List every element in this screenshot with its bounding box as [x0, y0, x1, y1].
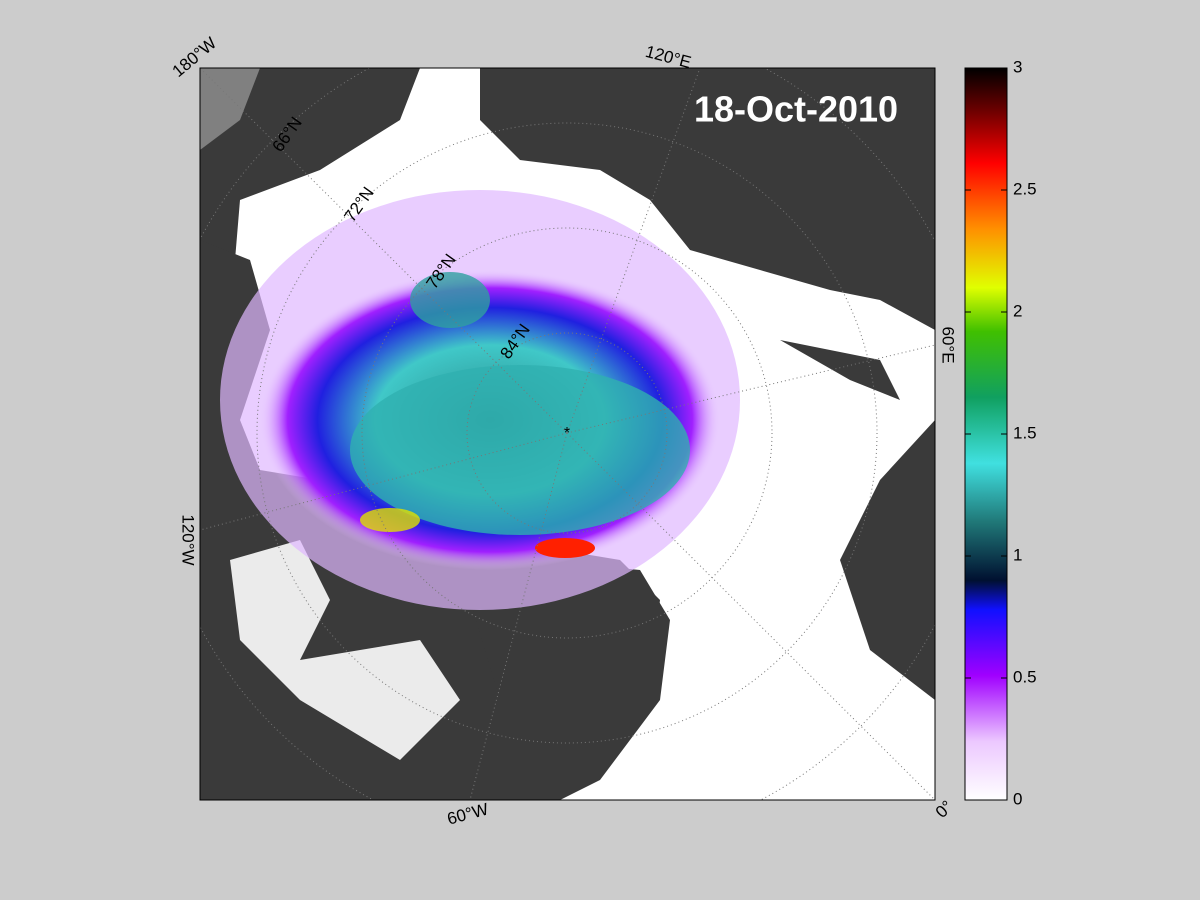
land-russia	[480, 68, 935, 330]
ice-yellow	[360, 508, 420, 532]
colorbar-tick-label: 2.5	[1013, 179, 1037, 198]
map: *	[200, 68, 935, 800]
ice-core	[350, 365, 690, 535]
ice-patch	[410, 272, 490, 328]
colorbar-tick-label: 0.5	[1013, 667, 1037, 686]
colorbar-tick-label: 1.5	[1013, 423, 1037, 442]
map-frame	[199, 67, 936, 801]
channels	[230, 540, 460, 760]
graticule	[200, 68, 935, 800]
colorbar-tick-label: 2	[1013, 301, 1022, 320]
lon-label: 60°W	[445, 799, 490, 828]
colorbar-tick-label: 1	[1013, 545, 1022, 564]
land-island	[780, 340, 900, 400]
land-scandinavia	[840, 420, 935, 700]
colorbar-tick-label: 0	[1013, 789, 1022, 808]
land-greenland	[470, 560, 670, 800]
ice-red	[535, 538, 595, 558]
lon-label: 120°W	[179, 514, 198, 565]
lon-label: 0°	[932, 797, 957, 822]
colorbar-scale	[964, 67, 1008, 801]
colorbar-tick-label: 3	[1013, 57, 1022, 76]
pole-marker: *	[564, 425, 570, 442]
land-gray	[200, 68, 260, 150]
lon-label: 60°E	[939, 326, 958, 363]
colorbar: 0 0.5 1 1.5 2 2.5 3	[964, 57, 1037, 808]
date-title: 18-Oct-2010	[694, 89, 898, 130]
land-alaska	[200, 68, 420, 260]
